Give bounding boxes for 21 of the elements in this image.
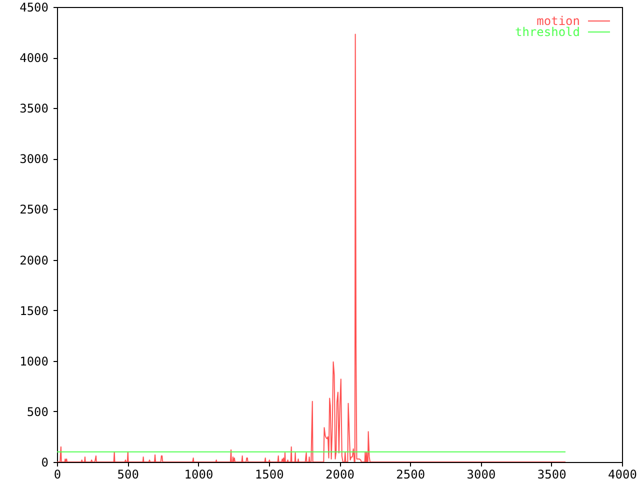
y-tick-label: 3000 — [20, 152, 48, 166]
x-tick-label: 2500 — [396, 468, 426, 480]
x-tick-label: 3000 — [466, 468, 496, 480]
y-tick-label: 1000 — [20, 354, 48, 368]
y-tick-label: 0 — [41, 456, 48, 470]
y-tick-label: 2000 — [20, 253, 48, 268]
x-tick-label: 1000 — [184, 468, 214, 480]
y-tick-label: 4000 — [20, 51, 48, 66]
x-tick-label: 1500 — [254, 468, 284, 480]
x-tick-label: 2000 — [326, 468, 354, 480]
x-tick-label: 4000 — [608, 468, 637, 480]
legend-label: threshold — [514, 25, 580, 39]
y-tick-label: 1500 — [20, 304, 48, 318]
y-tick-label: 2500 — [20, 202, 48, 217]
x-tick-label: 0 — [54, 468, 62, 480]
legend-label: motion — [536, 14, 580, 28]
y-tick-label: 4500 — [20, 0, 48, 14]
y-tick-label: 500 — [26, 404, 48, 419]
x-tick-label: 500 — [117, 468, 139, 480]
x-tick-label: 3500 — [537, 468, 566, 480]
y-tick-label: 3500 — [20, 102, 48, 116]
